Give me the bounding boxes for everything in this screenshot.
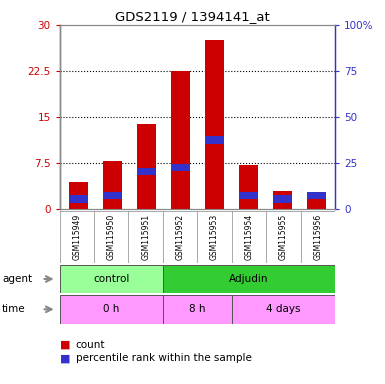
Bar	[163, 295, 232, 324]
Bar	[273, 195, 291, 203]
Text: GSM115953: GSM115953	[210, 214, 219, 260]
Bar	[163, 265, 335, 293]
Text: control: control	[93, 274, 129, 284]
Bar	[205, 40, 224, 209]
Text: GSM115952: GSM115952	[176, 214, 185, 260]
Text: Adjudin: Adjudin	[229, 274, 269, 284]
Bar	[171, 164, 190, 172]
Text: 0 h: 0 h	[103, 304, 119, 314]
Bar	[69, 195, 88, 203]
Bar	[69, 182, 88, 209]
Text: ■: ■	[60, 340, 70, 350]
Text: percentile rank within the sample: percentile rank within the sample	[76, 353, 252, 363]
Bar	[171, 71, 190, 209]
Text: GSM115954: GSM115954	[244, 214, 253, 260]
Text: 4 days: 4 days	[266, 304, 301, 314]
Text: GSM115956: GSM115956	[313, 214, 322, 260]
Text: GSM115950: GSM115950	[107, 214, 116, 260]
Text: GDS2119 / 1394141_at: GDS2119 / 1394141_at	[115, 10, 270, 23]
Bar	[232, 295, 335, 324]
Bar	[239, 165, 258, 209]
Bar	[307, 196, 326, 209]
Text: count: count	[76, 340, 105, 350]
Bar	[307, 192, 326, 199]
Bar	[137, 168, 156, 175]
Bar	[103, 192, 122, 199]
Bar	[137, 124, 156, 209]
Bar	[273, 191, 291, 209]
Bar	[205, 136, 224, 144]
Bar	[103, 161, 122, 209]
Bar	[60, 265, 163, 293]
Text: GSM115955: GSM115955	[279, 214, 288, 260]
Text: 8 h: 8 h	[189, 304, 206, 314]
Text: GSM115951: GSM115951	[141, 214, 150, 260]
Text: GSM115949: GSM115949	[72, 214, 81, 260]
Text: ■: ■	[60, 353, 70, 363]
Text: agent: agent	[2, 274, 32, 284]
Bar	[239, 192, 258, 199]
Bar	[60, 295, 163, 324]
Text: time: time	[2, 304, 25, 314]
